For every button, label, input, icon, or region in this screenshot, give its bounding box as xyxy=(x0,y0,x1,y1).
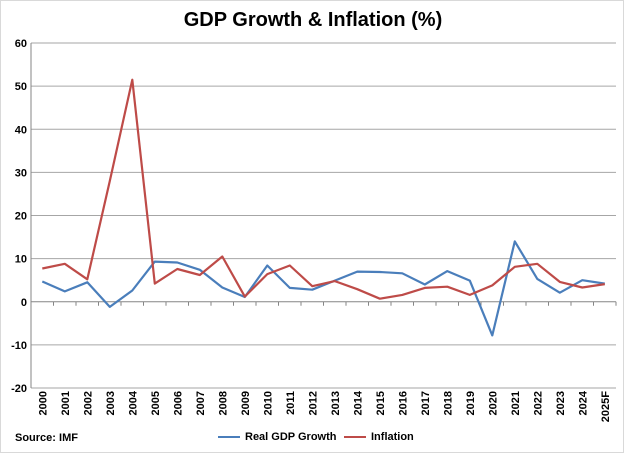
x-tick-label: 2015 xyxy=(375,391,387,415)
x-tick-label: 2017 xyxy=(420,391,432,415)
legend-label-gdp: Real GDP Growth xyxy=(245,431,337,443)
x-tick-label: 2010 xyxy=(262,391,274,415)
x-tick-label: 2008 xyxy=(217,391,229,415)
x-tick-label: 2006 xyxy=(172,391,184,415)
y-tick-label: 60 xyxy=(15,38,27,50)
y-tick-label: 20 xyxy=(15,211,27,223)
x-tick-label: 2000 xyxy=(37,391,49,415)
x-tick-label: 2014 xyxy=(352,390,364,415)
x-tick-label: 2021 xyxy=(510,391,522,415)
x-tick-label: 2022 xyxy=(532,391,544,415)
x-tick-label: 2018 xyxy=(442,391,454,415)
legend-item-gdp: Real GDP Growth xyxy=(218,431,336,443)
chart-title: GDP Growth & Inflation (%) xyxy=(183,9,443,31)
y-tick-label: 0 xyxy=(21,297,27,309)
x-tick-label: 2005 xyxy=(150,391,162,415)
x-tick-label: 2012 xyxy=(307,391,319,415)
series-line-gdp xyxy=(41,240,605,337)
x-tick-label: 2013 xyxy=(330,391,342,415)
x-tick-label: 2002 xyxy=(82,391,94,415)
y-tick-label: 50 xyxy=(15,81,27,93)
x-tick-label: 2004 xyxy=(127,390,139,415)
y-tick-label: 10 xyxy=(15,254,27,266)
legend-label-inflation: Inflation xyxy=(371,431,414,443)
x-tick-label: 2016 xyxy=(397,391,409,415)
legend-item-inflation: Inflation xyxy=(344,431,414,443)
x-tick-label: 2025F xyxy=(600,391,612,422)
x-tick-label: 2019 xyxy=(465,391,477,415)
y-tick-label: -10 xyxy=(11,340,27,352)
legend-swatch-gdp xyxy=(218,435,240,439)
y-tick-label: 30 xyxy=(15,167,27,179)
x-tick-label: 2011 xyxy=(285,391,297,415)
x-tick-label: 2007 xyxy=(195,391,207,415)
x-tick-label: 2003 xyxy=(105,391,117,415)
x-tick-label: 2009 xyxy=(240,391,252,415)
x-tick-label: 2023 xyxy=(555,391,567,415)
series-line-inflation xyxy=(42,78,605,300)
y-tick-label: -20 xyxy=(11,383,27,395)
legend-swatch-inflation xyxy=(344,435,366,439)
x-tick-label: 2024 xyxy=(577,390,589,415)
source-note: Source: IMF xyxy=(15,432,78,444)
x-tick-label: 2001 xyxy=(60,391,72,415)
y-tick-label: 40 xyxy=(15,124,27,136)
x-tick-label: 2020 xyxy=(487,391,499,415)
